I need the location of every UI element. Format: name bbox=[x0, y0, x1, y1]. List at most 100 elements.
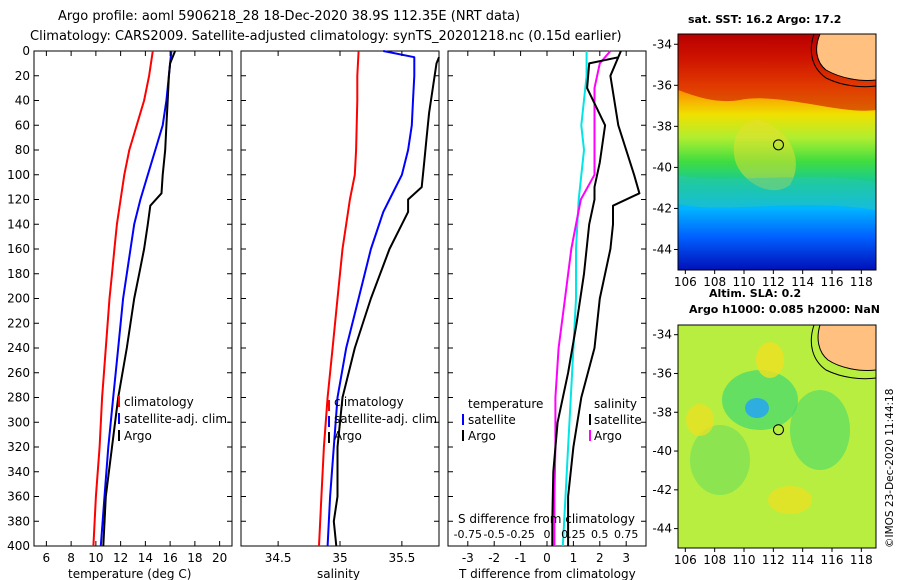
temperature-ytick-label-17: 340 bbox=[7, 465, 30, 479]
temperature-xtick-label-6: 18 bbox=[187, 551, 202, 565]
temperature-legend-argo: Argo bbox=[124, 429, 152, 443]
credit: ©IMOS 23-Dec-2020 11:44:18 bbox=[884, 389, 896, 548]
sst-front bbox=[678, 175, 876, 210]
temperature-ytick-label-18: 360 bbox=[7, 490, 30, 504]
difference-xtick-label-2: -1 bbox=[515, 551, 527, 565]
salinity-xtick-label-2: 35.5 bbox=[389, 551, 416, 565]
temperature-ytick-label-11: 220 bbox=[7, 316, 30, 330]
sst-map-xtick-label-6: 118 bbox=[850, 275, 873, 289]
sst-map-image bbox=[678, 34, 876, 270]
sla-low-2 bbox=[790, 390, 850, 470]
temperature-xtick-label-5: 16 bbox=[162, 551, 177, 565]
salinity-xtick-label-0: 34.5 bbox=[265, 551, 292, 565]
sla-map-frame bbox=[677, 324, 877, 549]
difference-series-s-argo bbox=[551, 56, 620, 546]
temperature-legend-satellite: satellite-adj. clim. bbox=[124, 412, 231, 426]
temperature-ytick-label-2: 40 bbox=[15, 94, 30, 108]
sst-map-xtick-label-3: 112 bbox=[762, 275, 785, 289]
temperature-legend-climatology: climatology bbox=[124, 395, 194, 409]
sla-map-image bbox=[678, 325, 876, 548]
sla-high-1 bbox=[756, 342, 784, 378]
temperature-ytick-label-12: 240 bbox=[7, 341, 30, 355]
temperature-ytick-label-4: 80 bbox=[15, 143, 30, 157]
temperature-difference-legend-title: temperature bbox=[468, 397, 543, 411]
sla-map-title-1: Altim. SLA: 0.2 bbox=[709, 287, 801, 300]
sla-low-core bbox=[745, 398, 769, 418]
sst-argo-marker bbox=[772, 139, 784, 151]
temperature-ytick-label-16: 320 bbox=[7, 440, 30, 454]
temperature-panel: 6 8 10 12 14 16 18 2002040608010012014016018020… bbox=[7, 44, 233, 580]
temperature-xtick-label-7: 20 bbox=[212, 551, 227, 565]
sst-map-frame bbox=[677, 33, 877, 271]
temperature-xlabel: temperature (deg C) bbox=[68, 567, 191, 580]
salinity-series-satellite-adj-clim bbox=[326, 50, 416, 547]
sla-map-xtick-label-3: 112 bbox=[762, 553, 785, 567]
temperature-series-argo bbox=[102, 50, 177, 547]
sla-land-mask bbox=[817, 325, 876, 371]
sla-map-ytick-label-5: -44 bbox=[652, 522, 672, 536]
difference-s-tick-label-3: 0 bbox=[544, 528, 551, 541]
temperature-ytick-label-8: 160 bbox=[7, 242, 30, 256]
sst-map-xtick-label-0: 106 bbox=[674, 275, 697, 289]
sst-map-ytick-label-2: -38 bbox=[652, 119, 672, 133]
difference-top-axis-label: S difference from climatology bbox=[458, 512, 635, 526]
sst-warm-eddy bbox=[733, 119, 796, 191]
sst-map-xtick-label-2: 110 bbox=[733, 275, 756, 289]
temperature-ytick-label-6: 120 bbox=[7, 193, 30, 207]
temperature-xtick-label-4: 14 bbox=[138, 551, 153, 565]
temperature-xtick-label-2: 10 bbox=[88, 551, 103, 565]
temperature-ytick-label-20: 400 bbox=[7, 539, 30, 553]
sla-coast-contour bbox=[810, 325, 876, 380]
temperature-xtick-label-0: 6 bbox=[43, 551, 51, 565]
sst-land-mask bbox=[816, 34, 876, 81]
salinity-difference-legend-satellite: satellite bbox=[594, 413, 642, 427]
difference-xtick-label-4: 1 bbox=[570, 551, 578, 565]
difference-xtick-label-3: 0 bbox=[543, 551, 551, 565]
temperature-ytick-label-1: 20 bbox=[15, 69, 30, 83]
temperature-ytick-label-0: 0 bbox=[22, 44, 30, 58]
sla-high-3 bbox=[768, 486, 812, 514]
sst-map-xtick-label-1: 108 bbox=[703, 275, 726, 289]
temperature-ytick-label-9: 180 bbox=[7, 267, 30, 281]
difference-plot-area bbox=[447, 50, 647, 547]
salinity-legend-climatology: climatology bbox=[334, 395, 404, 409]
difference-s-tick-label-0: -0.75 bbox=[454, 528, 482, 541]
salinity-legend: climatology satellite-adj. clim. Argo bbox=[328, 395, 441, 443]
salinity-xlabel: salinity bbox=[317, 567, 360, 580]
difference-xlabel: T difference from climatology bbox=[458, 567, 636, 580]
sla-map-title-2: Argo h1000: 0.085 h2000: NaN bbox=[689, 303, 880, 316]
sla-argo-marker bbox=[772, 424, 784, 436]
difference-xtick-label-0: -3 bbox=[462, 551, 474, 565]
header-line-1: Argo profile: aoml 5906218_28 18-Dec-202… bbox=[58, 9, 520, 24]
sst-map-panel: sat. SST: 16.2 Argo: 17.2 106 108 110 112 11… bbox=[652, 13, 877, 289]
sla-map-xtick-label-2: 110 bbox=[733, 553, 756, 567]
salinity-series-argo bbox=[332, 56, 440, 547]
temperature-xtick-label-1: 8 bbox=[67, 551, 75, 565]
header-line-2: Climatology: CARS2009. Satellite-adjuste… bbox=[30, 29, 622, 44]
difference-series-t-satellite bbox=[561, 51, 588, 547]
sst-map-ytick-label-5: -44 bbox=[652, 242, 672, 256]
sst-map-ytick-label-3: -40 bbox=[652, 160, 672, 174]
sst-coast-contour bbox=[810, 34, 876, 88]
sla-map-xtick-label-4: 114 bbox=[791, 553, 814, 567]
difference-s-tick-label-4: 0.25 bbox=[561, 528, 586, 541]
salinity-legend-argo: Argo bbox=[334, 429, 362, 443]
salinity-difference-legend-argo: Argo bbox=[594, 429, 622, 443]
difference-s-tick-label-6: 0.75 bbox=[614, 528, 639, 541]
sst-map-title: sat. SST: 16.2 Argo: 17.2 bbox=[688, 13, 841, 26]
salinity-panel: 34.5 35 35.5 salinity climatology satellit… bbox=[240, 50, 441, 580]
temperature-ytick-label-5: 100 bbox=[7, 168, 30, 182]
sla-map-xtick-label-5: 116 bbox=[821, 553, 844, 567]
difference-panel: -3 -2 -1 0 1 2 3 T difference from climatology… bbox=[447, 50, 647, 580]
temperature-ytick-label-14: 280 bbox=[7, 391, 30, 405]
temperature-series-climatology bbox=[92, 50, 154, 547]
salinity-legend-satellite: satellite-adj. clim. bbox=[334, 412, 441, 426]
difference-xtick-label-5: 2 bbox=[596, 551, 604, 565]
sst-map-ytick-label-4: -42 bbox=[652, 201, 672, 215]
temperature-xtick-label-3: 12 bbox=[113, 551, 128, 565]
salinity-plot-area bbox=[240, 50, 440, 547]
difference-series-t-argo bbox=[567, 50, 641, 546]
temperature-ytick-label-7: 140 bbox=[7, 217, 30, 231]
sla-map-panel: Altim. SLA: 0.2 Argo h1000: 0.085 h2000:… bbox=[652, 287, 880, 567]
